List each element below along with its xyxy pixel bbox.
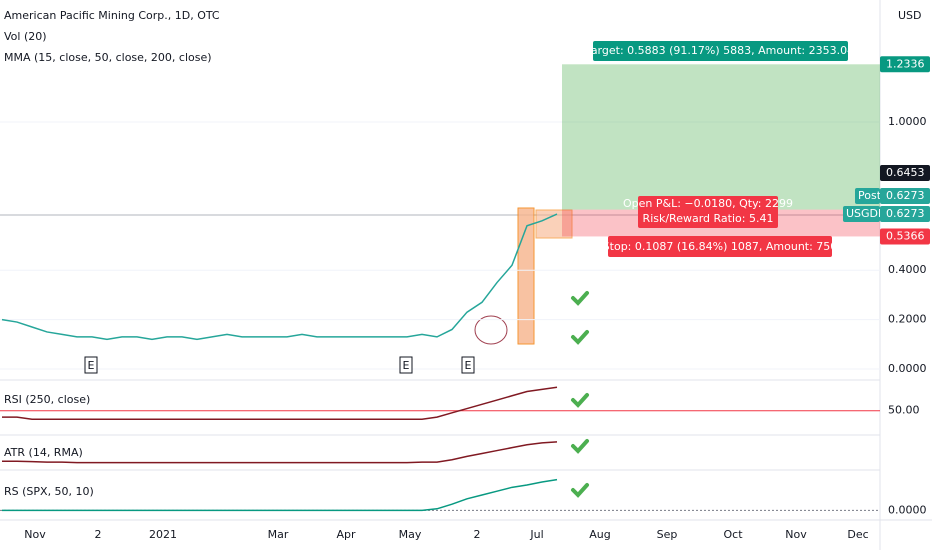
- rr-text: Risk/Reward Ratio: 5.41: [643, 212, 774, 225]
- stop-box: [608, 236, 832, 257]
- axis-label-text: 0.6273: [886, 207, 925, 220]
- x-tick-label: Dec: [847, 528, 868, 541]
- earnings-box: [461, 356, 475, 374]
- x-tick-label: Nov: [785, 528, 807, 541]
- earnings-box: [84, 356, 98, 374]
- tag-text: Post: [858, 189, 882, 202]
- indicator-title: RSI (250, close): [4, 393, 90, 406]
- price-line: [1, 213, 558, 341]
- tag-text: USGDF: [846, 207, 884, 220]
- rs-line: [2, 478, 558, 512]
- y-tick-label: 0.0000: [888, 362, 927, 375]
- x-tick-label: Jul: [529, 528, 543, 541]
- pnl-text: Open P&L: −0.0180, Qty: 2299: [623, 197, 793, 210]
- axis-label: [880, 206, 930, 222]
- indicator-title: MMA (15, close, 50, close, 200, close): [4, 51, 212, 64]
- target-zone: [562, 64, 880, 210]
- axis-label-text: 1.2336: [886, 57, 925, 70]
- axis-label: [880, 188, 930, 204]
- axis-label: [880, 228, 930, 245]
- x-tick-label: 2: [95, 528, 102, 541]
- rsi-line: [2, 386, 558, 420]
- x-tick-label: Aug: [589, 528, 610, 541]
- axis-label: [880, 56, 930, 73]
- x-tick-label: 2: [474, 528, 481, 541]
- earnings-box: [399, 356, 413, 374]
- x-tick-label: 2021: [149, 528, 177, 541]
- earnings-marker: E: [465, 359, 472, 372]
- symbol-title: American Pacific Mining Corp., 1D, OTC: [4, 9, 220, 22]
- y-tick-label: 1.0000: [888, 115, 927, 128]
- y-tick-label: 0.2000: [888, 313, 927, 326]
- currency: USD: [898, 9, 922, 22]
- x-tick-label: Apr: [336, 528, 356, 541]
- drawing-ellipse: [474, 315, 508, 345]
- target-box: [593, 41, 848, 61]
- x-tick-label: Oct: [723, 528, 743, 541]
- axis-label-text: 0.6453: [886, 166, 925, 179]
- x-tick-label: May: [399, 528, 422, 541]
- y-tick-label: 50.00: [888, 404, 920, 417]
- indicator-title: RS (SPX, 50, 10): [4, 485, 94, 498]
- checkmarks: [571, 291, 589, 498]
- y-tick-label: 0.0000: [888, 503, 927, 516]
- axis-label-text: 0.5366: [886, 229, 925, 242]
- x-tick-label: Mar: [268, 528, 289, 541]
- earnings-marker: E: [88, 359, 95, 372]
- tag: [855, 188, 880, 204]
- pnl-box: [638, 196, 778, 228]
- atr-line: [2, 441, 558, 464]
- x-tick-label: Sep: [657, 528, 678, 541]
- tag: [843, 206, 880, 222]
- indicator-title: ATR (14, RMA): [4, 446, 83, 459]
- earnings-marker: E: [403, 359, 410, 372]
- y-tick-label: 0.4000: [888, 263, 927, 276]
- stop-text: Stop: 0.1087 (16.84%) 1087, Amount: 750: [603, 240, 838, 253]
- axis-label: [880, 165, 930, 181]
- x-tick-label: Nov: [24, 528, 46, 541]
- drawing-rect: [517, 207, 535, 345]
- indicator-title: Vol (20): [4, 30, 47, 43]
- target-text: Target: 0.5883 (91.17%) 5883, Amount: 23…: [585, 44, 854, 57]
- axis-label-text: 0.6273: [886, 189, 925, 202]
